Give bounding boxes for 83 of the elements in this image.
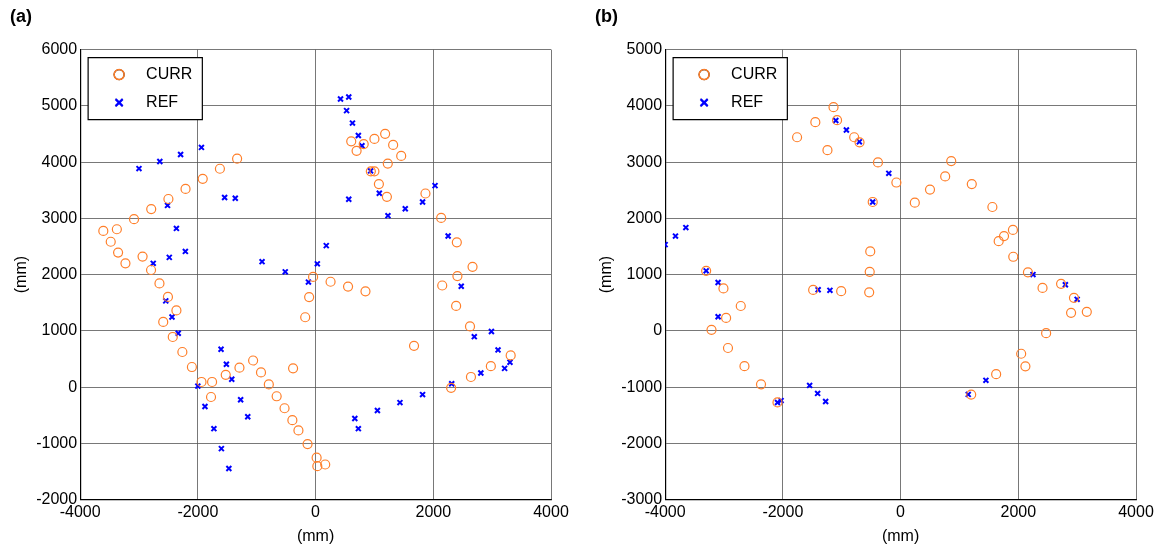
y-tick-label: 3000 bbox=[626, 152, 663, 170]
point bbox=[345, 93, 353, 101]
point bbox=[384, 212, 392, 220]
legend-label: REF bbox=[146, 93, 179, 111]
point bbox=[1007, 224, 1019, 236]
point bbox=[826, 286, 834, 294]
y-axis-title: (mm) bbox=[12, 255, 30, 294]
chart-title: (a) bbox=[10, 5, 32, 26]
legend-label: REF bbox=[731, 93, 764, 111]
x-tick-label: 0 bbox=[311, 502, 321, 520]
point bbox=[966, 178, 977, 190]
point bbox=[258, 258, 266, 266]
point bbox=[1065, 307, 1077, 318]
point bbox=[891, 177, 902, 188]
y-tick-label: 1000 bbox=[626, 265, 663, 283]
point bbox=[808, 284, 819, 296]
point bbox=[1022, 267, 1034, 278]
y-tick-label: -2000 bbox=[621, 433, 663, 451]
point bbox=[1041, 328, 1052, 339]
x-tick-label: 4000 bbox=[1118, 502, 1154, 520]
y-tick-label: 1000 bbox=[41, 321, 78, 339]
y-tick-label: 5000 bbox=[41, 96, 78, 114]
point bbox=[822, 145, 833, 156]
y-axis-title: (mm) bbox=[597, 255, 615, 294]
point bbox=[706, 324, 717, 335]
y-tick-label: 4000 bbox=[41, 152, 78, 170]
point bbox=[735, 300, 746, 312]
point bbox=[1008, 251, 1019, 262]
point bbox=[864, 266, 875, 277]
x-tick-label: -2000 bbox=[762, 502, 804, 520]
y-tick-label: -1000 bbox=[36, 433, 78, 451]
y-tick-label: 0 bbox=[653, 321, 663, 339]
point bbox=[810, 117, 821, 128]
point bbox=[849, 132, 860, 143]
point bbox=[721, 312, 732, 324]
point bbox=[444, 232, 452, 240]
point bbox=[993, 236, 1004, 247]
point bbox=[946, 155, 957, 167]
point bbox=[1020, 361, 1031, 372]
y-tick-label: 4000 bbox=[626, 96, 663, 114]
point bbox=[924, 184, 936, 195]
x-axis-title: (mm) bbox=[881, 526, 920, 544]
point bbox=[477, 369, 485, 377]
y-tick-label: -1000 bbox=[621, 377, 663, 395]
point bbox=[718, 283, 729, 294]
x-tick-label: 0 bbox=[896, 502, 906, 520]
point bbox=[940, 171, 951, 182]
point bbox=[991, 369, 1002, 380]
point bbox=[791, 132, 803, 143]
x-tick-label: 4000 bbox=[533, 502, 569, 520]
y-tick-label: 2000 bbox=[41, 265, 78, 283]
point bbox=[1055, 278, 1067, 289]
point bbox=[966, 389, 977, 400]
point bbox=[755, 379, 767, 390]
y-tick-label: 5000 bbox=[626, 40, 663, 58]
point bbox=[998, 230, 1010, 242]
point bbox=[987, 201, 998, 213]
legend-label: CURR bbox=[731, 65, 778, 83]
point bbox=[714, 313, 722, 321]
x-tick-label: 2000 bbox=[415, 502, 452, 520]
point bbox=[872, 157, 884, 168]
point bbox=[909, 197, 920, 208]
point bbox=[828, 102, 839, 113]
point bbox=[722, 342, 734, 354]
y-tick-label: 6000 bbox=[41, 40, 78, 58]
point bbox=[494, 346, 502, 354]
point bbox=[865, 246, 876, 257]
point bbox=[1068, 292, 1080, 303]
y-tick-label: 2000 bbox=[626, 208, 663, 226]
y-tick-label: 3000 bbox=[41, 208, 78, 226]
chart-title: (b) bbox=[595, 5, 618, 26]
x-tick-label: -2000 bbox=[177, 502, 219, 520]
point bbox=[1081, 306, 1092, 317]
x-tick-label: 2000 bbox=[1000, 502, 1037, 520]
point bbox=[217, 345, 225, 353]
point bbox=[1016, 348, 1027, 359]
point bbox=[1037, 282, 1048, 293]
point bbox=[836, 286, 847, 297]
point bbox=[864, 287, 875, 298]
y-tick-label: 0 bbox=[68, 377, 78, 395]
legend-label: CURR bbox=[146, 65, 193, 83]
x-axis-title: (mm) bbox=[296, 526, 335, 544]
point bbox=[739, 361, 750, 372]
